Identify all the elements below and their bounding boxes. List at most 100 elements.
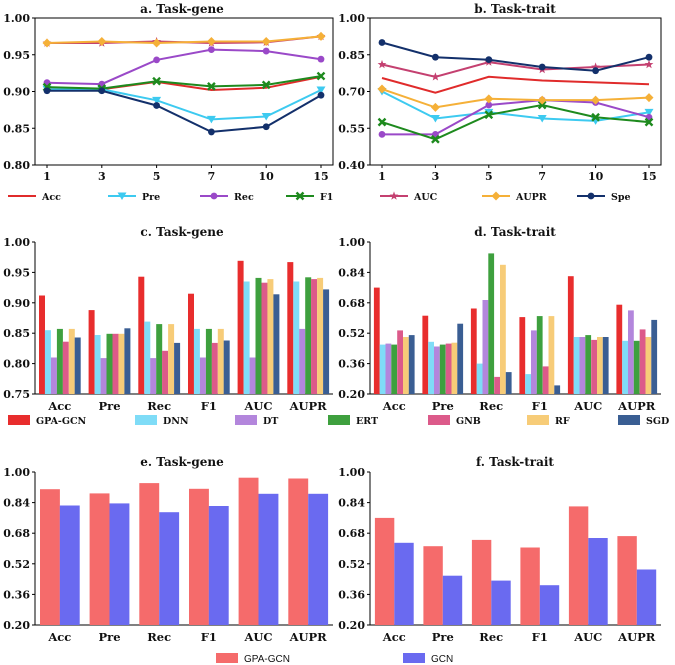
bar-gpa-gcn-rec bbox=[138, 276, 145, 394]
bar-dnn-f1 bbox=[193, 328, 200, 394]
bar-gpa-gcn-acc bbox=[39, 295, 45, 394]
bar-ert-rec bbox=[488, 253, 495, 394]
bar-rf-rec bbox=[168, 324, 175, 394]
point-f1 bbox=[207, 82, 216, 91]
x-tick-label: 10 bbox=[588, 170, 604, 183]
bar-dnn-acc bbox=[379, 344, 386, 394]
legend-marker-spe bbox=[587, 192, 595, 200]
point-aupr-shape bbox=[42, 38, 52, 48]
x-tick-label: 1 bbox=[43, 170, 51, 183]
x-category-label: F1 bbox=[201, 630, 217, 644]
bar-dt-f1 bbox=[531, 330, 537, 394]
bar-gpa-gcn-rec bbox=[471, 539, 492, 625]
point-rec-shape bbox=[208, 46, 215, 54]
y-tick-label: 0.95 bbox=[3, 49, 30, 62]
bar-gnb-f1 bbox=[542, 366, 549, 394]
series-line-aupr bbox=[46, 35, 322, 45]
legend-label-sgd: SGD bbox=[646, 416, 669, 427]
point-f1-shape bbox=[644, 117, 654, 127]
x-category-label: Pre bbox=[432, 630, 454, 644]
bar-gpa-gcn-f1 bbox=[519, 317, 526, 394]
point-spe-shape bbox=[317, 91, 325, 99]
point-pre bbox=[430, 114, 440, 123]
bar-dt-acc bbox=[50, 357, 57, 394]
point-f1 bbox=[537, 100, 547, 110]
legend-label-rf: RF bbox=[555, 416, 570, 427]
x-tick-label: 15 bbox=[313, 170, 328, 183]
bar-ert-acc bbox=[56, 328, 63, 394]
point-spe-shape bbox=[208, 128, 215, 136]
point-f1 bbox=[644, 117, 654, 127]
series-line-auc bbox=[381, 61, 650, 78]
series-line-spe bbox=[381, 41, 650, 72]
x-category-label: F1 bbox=[201, 399, 217, 413]
bar-gpa-gcn-rec bbox=[139, 483, 160, 625]
legend-label-acc: Acc bbox=[41, 192, 61, 203]
point-auc bbox=[377, 59, 387, 69]
point-pre-shape bbox=[316, 86, 326, 95]
bar-ert-auc bbox=[585, 335, 592, 394]
bar-sgd-acc bbox=[408, 335, 415, 394]
point-aupr bbox=[484, 94, 494, 104]
series-line-rec bbox=[46, 48, 322, 86]
point-pre-shape bbox=[484, 108, 494, 117]
point-spe bbox=[208, 128, 215, 136]
title-panel-c: c. Task-gene bbox=[140, 225, 224, 239]
legend-label-ert: ERT bbox=[356, 416, 378, 427]
point-rec bbox=[317, 55, 325, 63]
point-pre-shape bbox=[152, 96, 162, 105]
legend-label-gnb: GNB bbox=[456, 416, 481, 427]
point-auc-shape bbox=[644, 59, 654, 69]
x-tick-label: 5 bbox=[153, 170, 161, 183]
point-aupr bbox=[644, 93, 654, 103]
point-spe-shape bbox=[538, 63, 546, 71]
bar-sgd-rec bbox=[174, 342, 181, 394]
title-panel-f: f. Task-trait bbox=[476, 455, 554, 469]
point-pre-shape bbox=[537, 114, 547, 123]
bar-gpa-gcn-auc bbox=[237, 260, 244, 394]
point-spe bbox=[485, 56, 493, 64]
bar-gnb-pre bbox=[112, 333, 119, 394]
point-aupr-shape bbox=[316, 31, 326, 41]
legend-marker-auc bbox=[389, 191, 399, 200]
bar-rf-acc bbox=[68, 328, 75, 394]
point-pre-shape bbox=[261, 112, 271, 121]
x-tick-label: 5 bbox=[485, 170, 493, 183]
point-spe bbox=[153, 102, 161, 109]
point-spe-shape bbox=[592, 67, 599, 75]
title-panel-e: e. Task-gene bbox=[140, 455, 224, 469]
point-f1-shape bbox=[537, 100, 547, 110]
bar-dnn-rec bbox=[144, 321, 151, 394]
y-tick-label: 0.52 bbox=[3, 558, 30, 571]
y-tick-label: 0.52 bbox=[338, 558, 365, 571]
legend-marker-auc-shape bbox=[389, 191, 399, 200]
bar-dt-aupr bbox=[299, 328, 306, 394]
y-tick-label: 0.68 bbox=[338, 297, 365, 310]
y-tick-label: 0.80 bbox=[3, 159, 30, 172]
series-line-spe bbox=[47, 89, 322, 133]
point-spe bbox=[645, 53, 653, 61]
legend-swatch-rf bbox=[527, 415, 549, 425]
point-rec bbox=[208, 46, 215, 54]
bar-rf-f1 bbox=[548, 316, 555, 394]
legend-swatch-ert bbox=[328, 415, 350, 425]
point-auc-shape bbox=[591, 62, 600, 71]
bar-dt-pre bbox=[100, 358, 107, 394]
y-tick-label: 0.85 bbox=[3, 122, 30, 135]
point-aupr-shape bbox=[591, 95, 601, 105]
x-tick-label: 1 bbox=[378, 170, 386, 183]
y-tick-label: 0.68 bbox=[338, 527, 365, 540]
point-spe-shape bbox=[378, 39, 386, 46]
bar-gpa-gcn-auc bbox=[567, 276, 574, 394]
bar-gpa-gcn-auc bbox=[568, 506, 589, 625]
x-category-label: Rec bbox=[147, 399, 171, 413]
legend-swatch-dt bbox=[235, 415, 257, 425]
legend-label-f1: F1 bbox=[320, 192, 333, 203]
bar-gcn-pre bbox=[109, 503, 130, 625]
x-tick-label: 7 bbox=[538, 170, 546, 183]
point-auc bbox=[644, 59, 654, 69]
series-line-aupr bbox=[381, 88, 650, 109]
bar-gpa-gcn-aupr bbox=[287, 262, 294, 394]
y-tick-label: 0.84 bbox=[338, 266, 365, 279]
y-tick-label: 1.00 bbox=[338, 12, 365, 25]
